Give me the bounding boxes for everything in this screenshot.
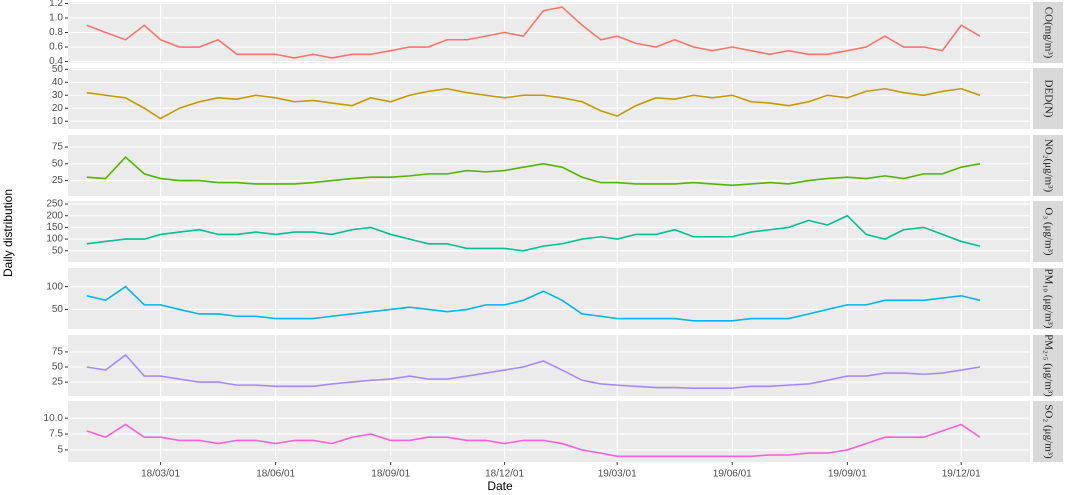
x-tick-label: 19/09/01 <box>828 469 867 480</box>
y-tick-label: 1.2 <box>49 0 63 9</box>
series-line <box>86 353 981 389</box>
y-tick-label: 50 <box>52 158 64 169</box>
strip-label: NO₂(μg/m³) <box>1042 139 1054 193</box>
panel-background <box>68 335 1030 396</box>
y-tick-label: 10 <box>52 116 64 127</box>
y-tick-label: 150 <box>46 222 63 233</box>
y-tick-label: 100 <box>46 234 63 245</box>
strip-background <box>1033 268 1063 329</box>
strip-background <box>1033 401 1063 462</box>
y-axis-title: Daily distribution <box>1 189 15 277</box>
x-tick-label: 18/09/01 <box>371 469 410 480</box>
panel-background <box>68 268 1030 329</box>
strip-label: SO₂ (μg/m³) <box>1042 404 1054 459</box>
series-line <box>86 423 981 458</box>
strip-background <box>1033 2 1063 63</box>
x-tick-label: 18/03/01 <box>141 469 180 480</box>
y-tick-label: 25 <box>52 377 64 388</box>
x-tick-label: 18/12/01 <box>485 469 524 480</box>
y-tick-label: 50 <box>52 64 64 75</box>
x-tick-label: 19/06/01 <box>713 469 752 480</box>
x-tick-label: 19/12/01 <box>942 469 981 480</box>
strip-label: CO(mg/m³) <box>1042 7 1054 59</box>
y-tick-label: 5 <box>57 445 63 456</box>
x-tick-label: 18/06/01 <box>256 469 295 480</box>
series-line <box>86 285 981 322</box>
y-tick-label: 50 <box>52 245 64 256</box>
x-axis-title: Date <box>487 479 513 493</box>
y-tick-label: 75 <box>52 347 64 358</box>
panel-background <box>68 201 1030 262</box>
y-tick-label: 100 <box>46 281 63 292</box>
y-tick-label: 0.4 <box>49 56 63 67</box>
y-tick-label: 0.8 <box>49 27 63 38</box>
y-tick-label: 1.0 <box>49 13 63 24</box>
y-tick-label: 7.5 <box>49 429 63 440</box>
y-tick-label: 50 <box>52 362 64 373</box>
y-tick-label: 40 <box>52 77 64 88</box>
strip-label: O₃ (μg/m³) <box>1042 207 1054 255</box>
series-line <box>86 6 981 59</box>
y-tick-label: 200 <box>46 210 63 221</box>
strip-background <box>1033 135 1063 196</box>
series-line <box>86 156 981 187</box>
strip-background <box>1033 68 1063 129</box>
strip-background <box>1033 335 1063 396</box>
y-tick-label: 75 <box>52 142 64 153</box>
y-tick-label: 10.0 <box>44 413 64 424</box>
strip-label: PM₂.₅ (μg/m³) <box>1042 334 1054 397</box>
y-tick-label: 250 <box>46 199 63 210</box>
strip-background <box>1033 201 1063 262</box>
y-tick-label: 0.6 <box>49 42 63 53</box>
y-tick-label: 20 <box>52 103 64 114</box>
panel-background <box>68 401 1030 462</box>
series-line <box>86 87 981 120</box>
strip-label: PM₁₀ (μg/m³) <box>1042 269 1054 329</box>
series-line <box>86 214 981 252</box>
strip-label: DED(N) <box>1042 80 1054 118</box>
y-tick-label: 30 <box>52 90 64 101</box>
y-tick-label: 25 <box>52 175 64 186</box>
x-tick-label: 19/03/01 <box>598 469 637 480</box>
y-tick-label: 50 <box>52 304 64 315</box>
